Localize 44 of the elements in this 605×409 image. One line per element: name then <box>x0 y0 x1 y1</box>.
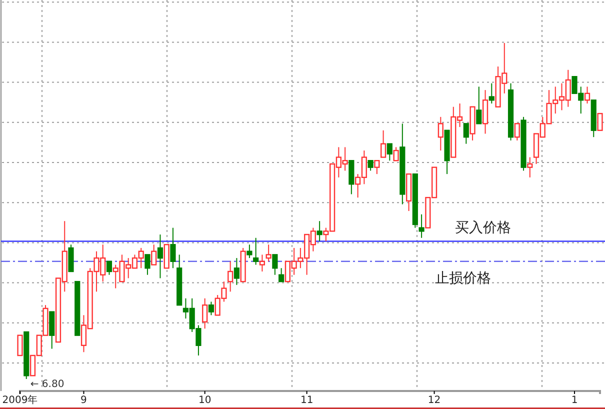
candlestick <box>259 254 265 272</box>
candlestick <box>144 254 150 276</box>
candlestick <box>246 244 252 259</box>
x-tick-label: 1 <box>571 395 578 406</box>
candlestick <box>164 244 170 269</box>
candlestick <box>476 86 482 124</box>
candlestick <box>272 254 278 276</box>
candlestick <box>488 82 494 104</box>
x-tick-label: 10 <box>198 395 212 406</box>
candlestick <box>316 220 322 242</box>
candlestick <box>368 160 374 172</box>
candlestick <box>418 214 424 238</box>
candlestick <box>17 334 23 356</box>
candlestick <box>463 123 469 144</box>
candlestick <box>68 244 74 272</box>
candlestick <box>348 160 354 195</box>
ref-line-label: 止损价格 <box>435 270 491 286</box>
ref-line-label: 买入价格 <box>455 220 511 236</box>
x-tick-label: 9 <box>80 395 87 406</box>
candlestick <box>208 301 214 316</box>
x-tick-label: 11 <box>300 395 314 406</box>
candlestick <box>527 156 533 178</box>
candlestick <box>514 123 520 141</box>
candlestick <box>266 244 272 262</box>
candlestick <box>393 146 399 162</box>
x-tick-label: 2009年 <box>2 394 38 406</box>
candlestick <box>584 86 590 104</box>
candlestick <box>386 143 392 162</box>
x-tick-label: 12 <box>428 395 441 406</box>
candlestick <box>482 90 488 134</box>
candlestick <box>106 260 112 276</box>
candlestick <box>380 130 386 158</box>
candlestick <box>49 311 55 350</box>
candlestick <box>374 160 380 175</box>
candlestick <box>438 116 444 152</box>
candlestick <box>170 227 176 269</box>
candlestick <box>228 260 234 292</box>
annotation: ← 6.80 <box>30 379 64 390</box>
candlestick <box>253 237 259 266</box>
candlestick <box>151 244 157 266</box>
candlestick <box>202 298 208 330</box>
candlestick <box>234 258 240 286</box>
candlestick <box>157 234 164 279</box>
candlestick <box>278 268 284 282</box>
